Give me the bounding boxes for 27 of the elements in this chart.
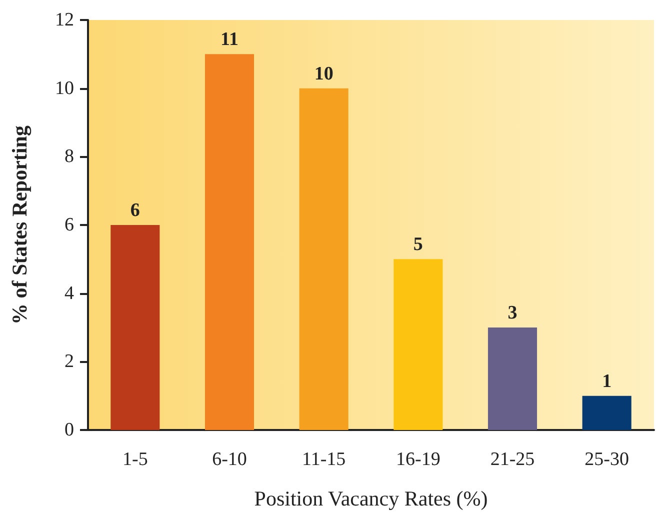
bar [488,328,538,430]
data-label: 1 [602,370,612,392]
data-label: 11 [220,29,238,50]
bar [394,259,443,430]
x-tick-label: 21-25 [490,449,535,470]
x-axis-title: Position Vacancy Rates (%) [254,486,488,510]
y-tick-label: 8 [64,146,74,168]
y-tick-label: 10 [55,78,74,99]
bar [299,88,348,430]
y-tick-label: 6 [64,214,74,236]
y-tick-label: 4 [64,282,74,304]
y-tick-label: 0 [64,420,74,440]
data-label: 5 [413,234,423,256]
y-axis-title: % of States Reporting [8,125,32,324]
bar [204,54,254,430]
x-tick-label: 16-19 [396,449,440,470]
data-label: 3 [508,302,518,324]
bar [110,225,160,430]
x-tick-label: 11-15 [302,449,346,470]
x-tick-label: 25-30 [584,449,629,470]
y-tick-label: 12 [55,10,74,30]
bar [582,396,632,430]
data-label: 10 [314,63,334,84]
x-tick-label: 6-10 [212,449,247,470]
y-tick-label: 2 [64,351,74,372]
x-tick-label: 1-5 [122,449,148,470]
data-label: 6 [130,200,140,221]
